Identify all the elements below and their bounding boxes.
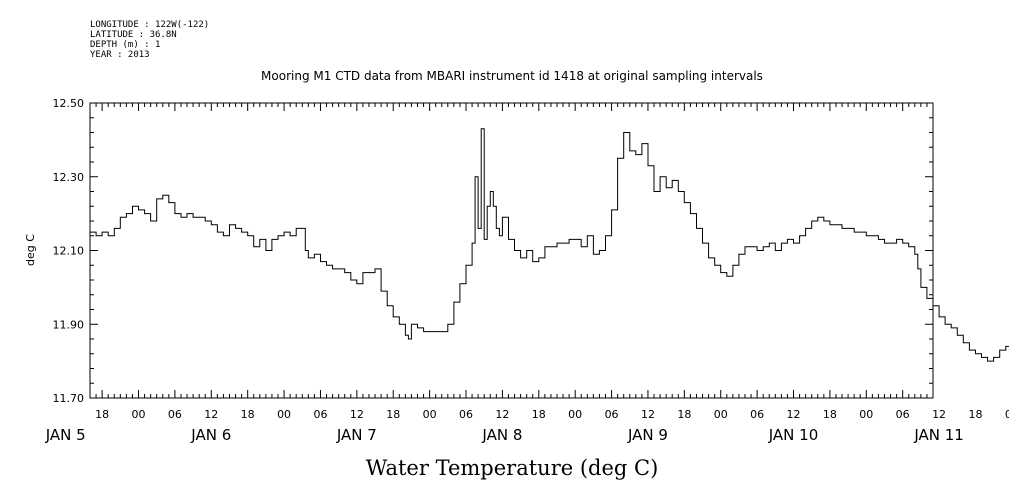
x-tick-label: 18	[968, 408, 982, 421]
x-tick-label: 12	[787, 408, 801, 421]
day-label: JAN 11	[913, 426, 964, 444]
y-tick-labels: 12.50 12.30 12.10 11.90 11.70	[53, 97, 85, 405]
plot-frame	[89, 102, 934, 399]
y-axis-label: deg C	[24, 234, 37, 266]
x-tick-label: 00	[714, 408, 728, 421]
latitude-label: LATITUDE : 36.8N	[90, 30, 177, 40]
x-tick-label: 06	[750, 408, 764, 421]
y-tick-label: 12.10	[53, 245, 85, 258]
x-tick-labels: 18 00 06 12 18 00 06 12 18 00 06 12 18 00 06 12 18 00 06 12…	[95, 408, 1009, 421]
y-tick-label: 12.50	[53, 97, 85, 110]
series-line-temperature	[90, 128, 1009, 362]
x-tick-label: 12	[204, 408, 218, 421]
x-tick-label: 06	[459, 408, 473, 421]
longitude-label: LONGITUDE : 122W(-122)	[90, 20, 210, 30]
x-tick-label: 00	[277, 408, 291, 421]
day-label: JAN 10	[768, 426, 819, 444]
y-tick-label: 11.90	[53, 318, 85, 331]
x-tick-label: 12	[641, 408, 655, 421]
x-tick-label: 00	[568, 408, 582, 421]
year-label: YEAR : 2013	[90, 50, 150, 60]
x-tick-label: 06	[605, 408, 619, 421]
x-tick-label: 12	[350, 408, 364, 421]
x-tick-label: 18	[95, 408, 109, 421]
metadata-block: LONGITUDE : 122W(-122) LATITUDE : 36.8N …	[90, 20, 209, 60]
day-label: JAN 8	[481, 426, 522, 444]
x-tick-label: 00	[1005, 408, 1009, 421]
axis-ticks	[89, 102, 934, 399]
x-axis-label: Water Temperature (deg C)	[366, 456, 659, 480]
x-tick-label: 00	[859, 408, 873, 421]
x-tick-label: 18	[677, 408, 691, 421]
x-tick-label: 06	[168, 408, 182, 421]
x-tick-label: 18	[241, 408, 255, 421]
x-tick-label: 18	[532, 408, 546, 421]
x-tick-label: 06	[313, 408, 327, 421]
x-tick-label: 06	[896, 408, 910, 421]
x-tick-label: 12	[495, 408, 509, 421]
x-tick-label: 18	[823, 408, 837, 421]
day-label: JAN 7	[336, 426, 377, 444]
day-label: JAN 5	[45, 426, 86, 444]
day-label: JAN 6	[190, 426, 231, 444]
x-tick-label: 12	[932, 408, 946, 421]
x-tick-label: 00	[423, 408, 437, 421]
x-tick-label: 18	[386, 408, 400, 421]
y-tick-label: 11.70	[53, 392, 85, 405]
y-tick-label: 12.30	[53, 171, 85, 184]
day-label: JAN 9	[627, 426, 668, 444]
chart-title: Mooring M1 CTD data from MBARI instrumen…	[261, 69, 763, 83]
depth-label: DEPTH (m) : 1	[90, 40, 161, 50]
x-tick-label: 00	[132, 408, 146, 421]
